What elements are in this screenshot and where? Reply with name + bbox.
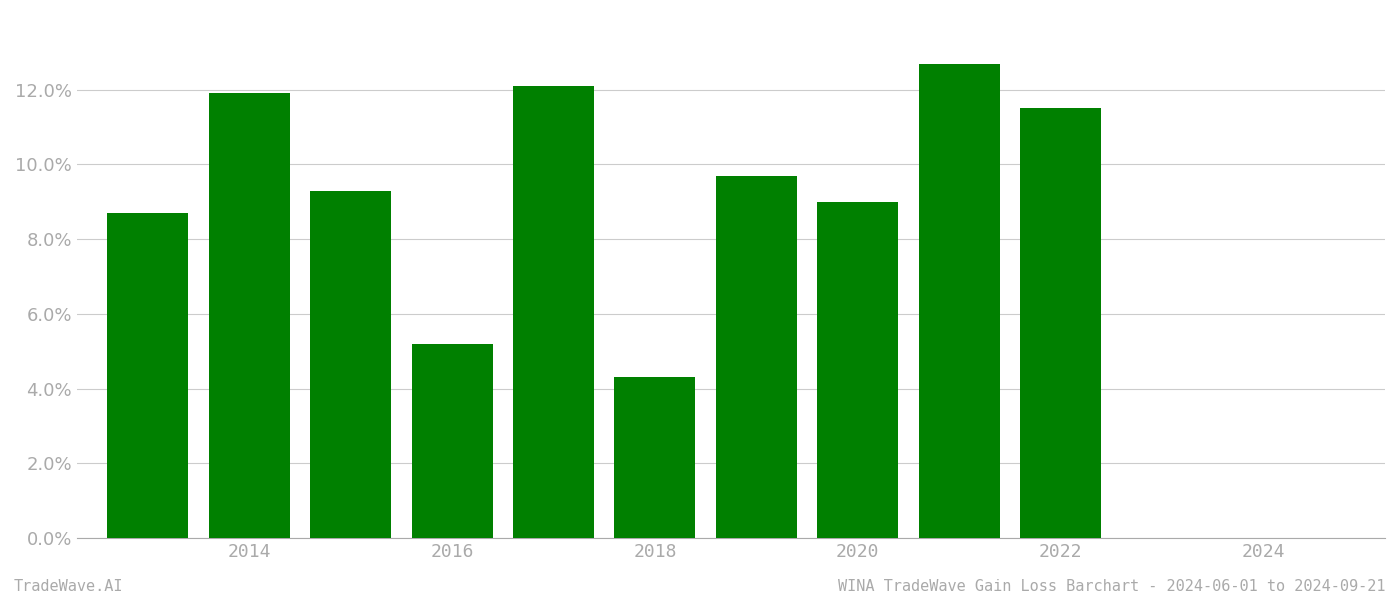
Bar (818, 202, 899, 538)
Bar (209, 94, 290, 538)
Bar (918, 64, 1000, 538)
Bar (108, 213, 189, 538)
Bar (615, 377, 696, 538)
Bar (412, 344, 493, 538)
Bar (715, 176, 797, 538)
Bar (512, 86, 594, 538)
Text: TradeWave.AI: TradeWave.AI (14, 579, 123, 594)
Bar (309, 191, 391, 538)
Text: WINA TradeWave Gain Loss Barchart - 2024-06-01 to 2024-09-21: WINA TradeWave Gain Loss Barchart - 2024… (839, 579, 1386, 594)
Bar (1021, 109, 1100, 538)
